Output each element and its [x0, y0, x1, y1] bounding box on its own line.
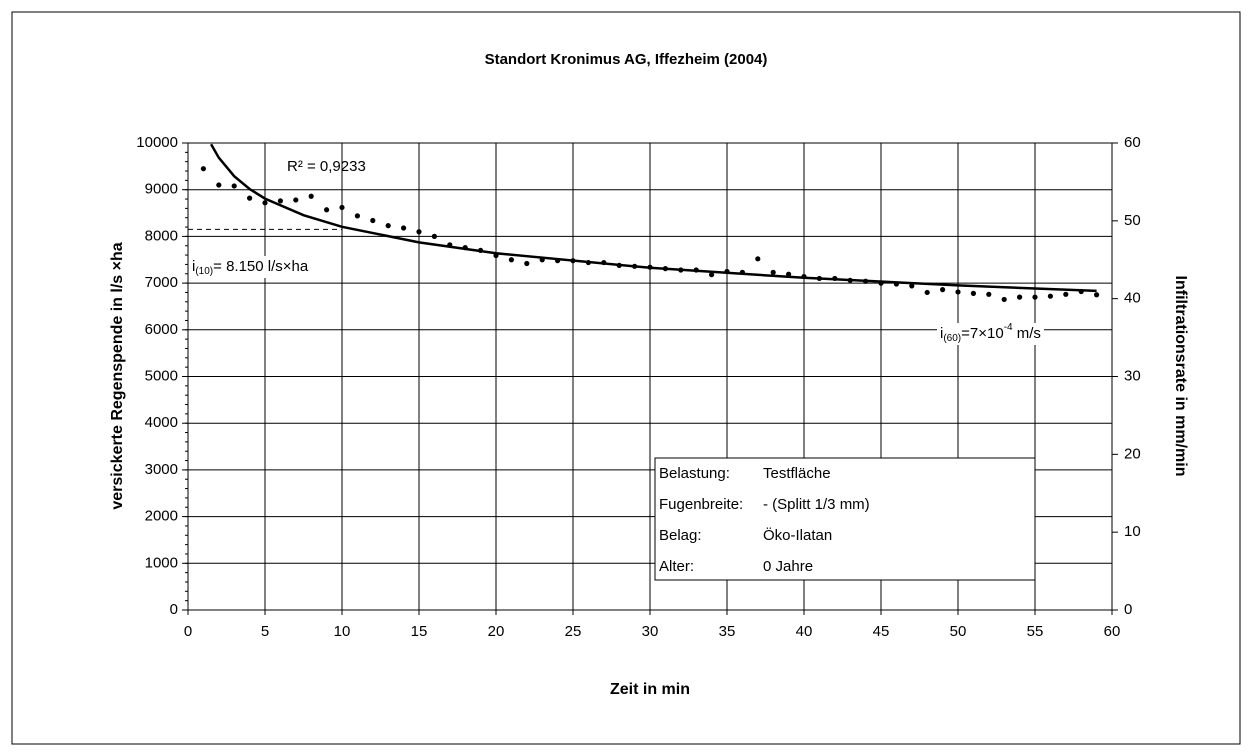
y2-tick-label: 10	[1124, 523, 1141, 540]
x-tick-label: 20	[488, 623, 505, 640]
i60-label-part: (60)	[943, 333, 961, 344]
x-tick-label: 50	[950, 623, 967, 640]
data-point	[1047, 293, 1053, 299]
data-point	[324, 207, 330, 213]
i60-label-part: m/s	[1013, 325, 1041, 342]
data-point	[431, 233, 437, 239]
data-point	[231, 183, 237, 189]
y-tick-label: 9000	[145, 181, 178, 198]
data-point	[308, 193, 314, 199]
i60-label: i(60)=7×10-4 m/s	[940, 322, 1041, 344]
x-tick-label: 0	[184, 623, 192, 640]
data-point	[339, 204, 345, 211]
chart-title: Standort Kronimus AG, Iffezheim (2004)	[485, 51, 768, 68]
data-point	[940, 287, 946, 293]
i60-label-bg	[937, 323, 1044, 345]
x-tick-label: 35	[719, 623, 736, 640]
i10-label-part: i	[192, 258, 195, 275]
i60-label-part: =7×10	[961, 325, 1004, 342]
y2-tick-label: 0	[1124, 601, 1132, 618]
y-tick-label: 4000	[145, 414, 178, 431]
page-border	[11, 11, 1241, 745]
data-point	[1032, 294, 1038, 300]
data-point	[986, 291, 992, 297]
info-value: 0 Jahre	[763, 558, 813, 575]
data-point	[709, 272, 715, 278]
data-point	[1063, 291, 1069, 297]
i60-label-part: i	[940, 325, 943, 342]
y-axis-title: versickerte Regenspende in l/s ×ha	[109, 242, 126, 509]
x-tick-label: 10	[334, 623, 351, 640]
x-tick-label: 40	[796, 623, 813, 640]
info-key: Alter:	[659, 558, 694, 575]
y-tick-label: 2000	[145, 508, 178, 525]
y2-tick-label: 50	[1124, 212, 1141, 229]
data-point	[401, 225, 407, 231]
i10-label-bg	[189, 256, 312, 278]
data-point	[770, 269, 776, 275]
y-tick-label: 8000	[145, 227, 178, 244]
y2-tick-label: 30	[1124, 367, 1141, 384]
data-point	[924, 289, 930, 296]
y2-axis-title: Infiltrationsrate in mm/min	[1172, 276, 1189, 477]
info-value: Öko-Ilatan	[763, 526, 832, 544]
data-point	[247, 195, 253, 201]
x-tick-label: 60	[1104, 623, 1121, 640]
data-point	[200, 166, 206, 172]
y-tick-label: 7000	[145, 274, 178, 291]
i60-label-part: -4	[1004, 322, 1013, 333]
data-point	[216, 182, 222, 188]
info-key: Belastung:	[659, 465, 730, 482]
data-point	[262, 200, 268, 206]
y2-tick-label: 60	[1124, 134, 1141, 151]
info-key: Fugenbreite:	[659, 496, 743, 513]
y2-tick-label: 20	[1124, 445, 1141, 462]
data-point	[524, 260, 530, 267]
y-tick-label: 6000	[145, 321, 178, 338]
data-point	[1001, 296, 1007, 303]
data-point	[354, 213, 360, 219]
data-point	[385, 223, 391, 229]
data-point	[755, 256, 761, 262]
data-point	[909, 283, 915, 289]
data-point	[970, 290, 977, 296]
x-tick-label: 45	[873, 623, 890, 640]
i10-label-part: (10)	[195, 266, 213, 277]
x-tick-label: 5	[261, 623, 269, 640]
x-tick-label: 25	[565, 623, 582, 640]
i10-label: i(10)= 8.150 l/s×ha	[192, 258, 309, 277]
info-value: - (Splitt 1/3 mm)	[763, 496, 870, 513]
x-tick-label: 55	[1027, 623, 1044, 640]
trend-line	[210, 143, 1097, 293]
y2-tick-label: 40	[1124, 290, 1141, 307]
y-tick-label: 1000	[145, 554, 178, 571]
r-squared: R² = 0,9233	[287, 158, 366, 175]
x-axis-title: Zeit in min	[610, 681, 690, 698]
x-tick-label: 15	[411, 623, 428, 640]
data-point	[508, 257, 514, 263]
i10-label-part: = 8.150 l/s×ha	[213, 258, 309, 275]
y-tick-label: 0	[170, 601, 178, 618]
data-point	[1094, 292, 1100, 298]
x-tick-label: 30	[642, 623, 659, 640]
data-point	[955, 289, 961, 295]
info-value: Testfläche	[763, 465, 831, 482]
data-point	[416, 229, 422, 235]
info-key: Belag:	[659, 527, 702, 544]
info-box	[654, 457, 1036, 581]
y-tick-label: 5000	[145, 367, 178, 384]
data-point	[1017, 294, 1023, 300]
data-point	[293, 197, 299, 203]
y-tick-label: 3000	[145, 461, 178, 478]
y-tick-label: 10000	[136, 134, 178, 151]
data-point	[370, 217, 376, 224]
data-point	[277, 198, 283, 204]
